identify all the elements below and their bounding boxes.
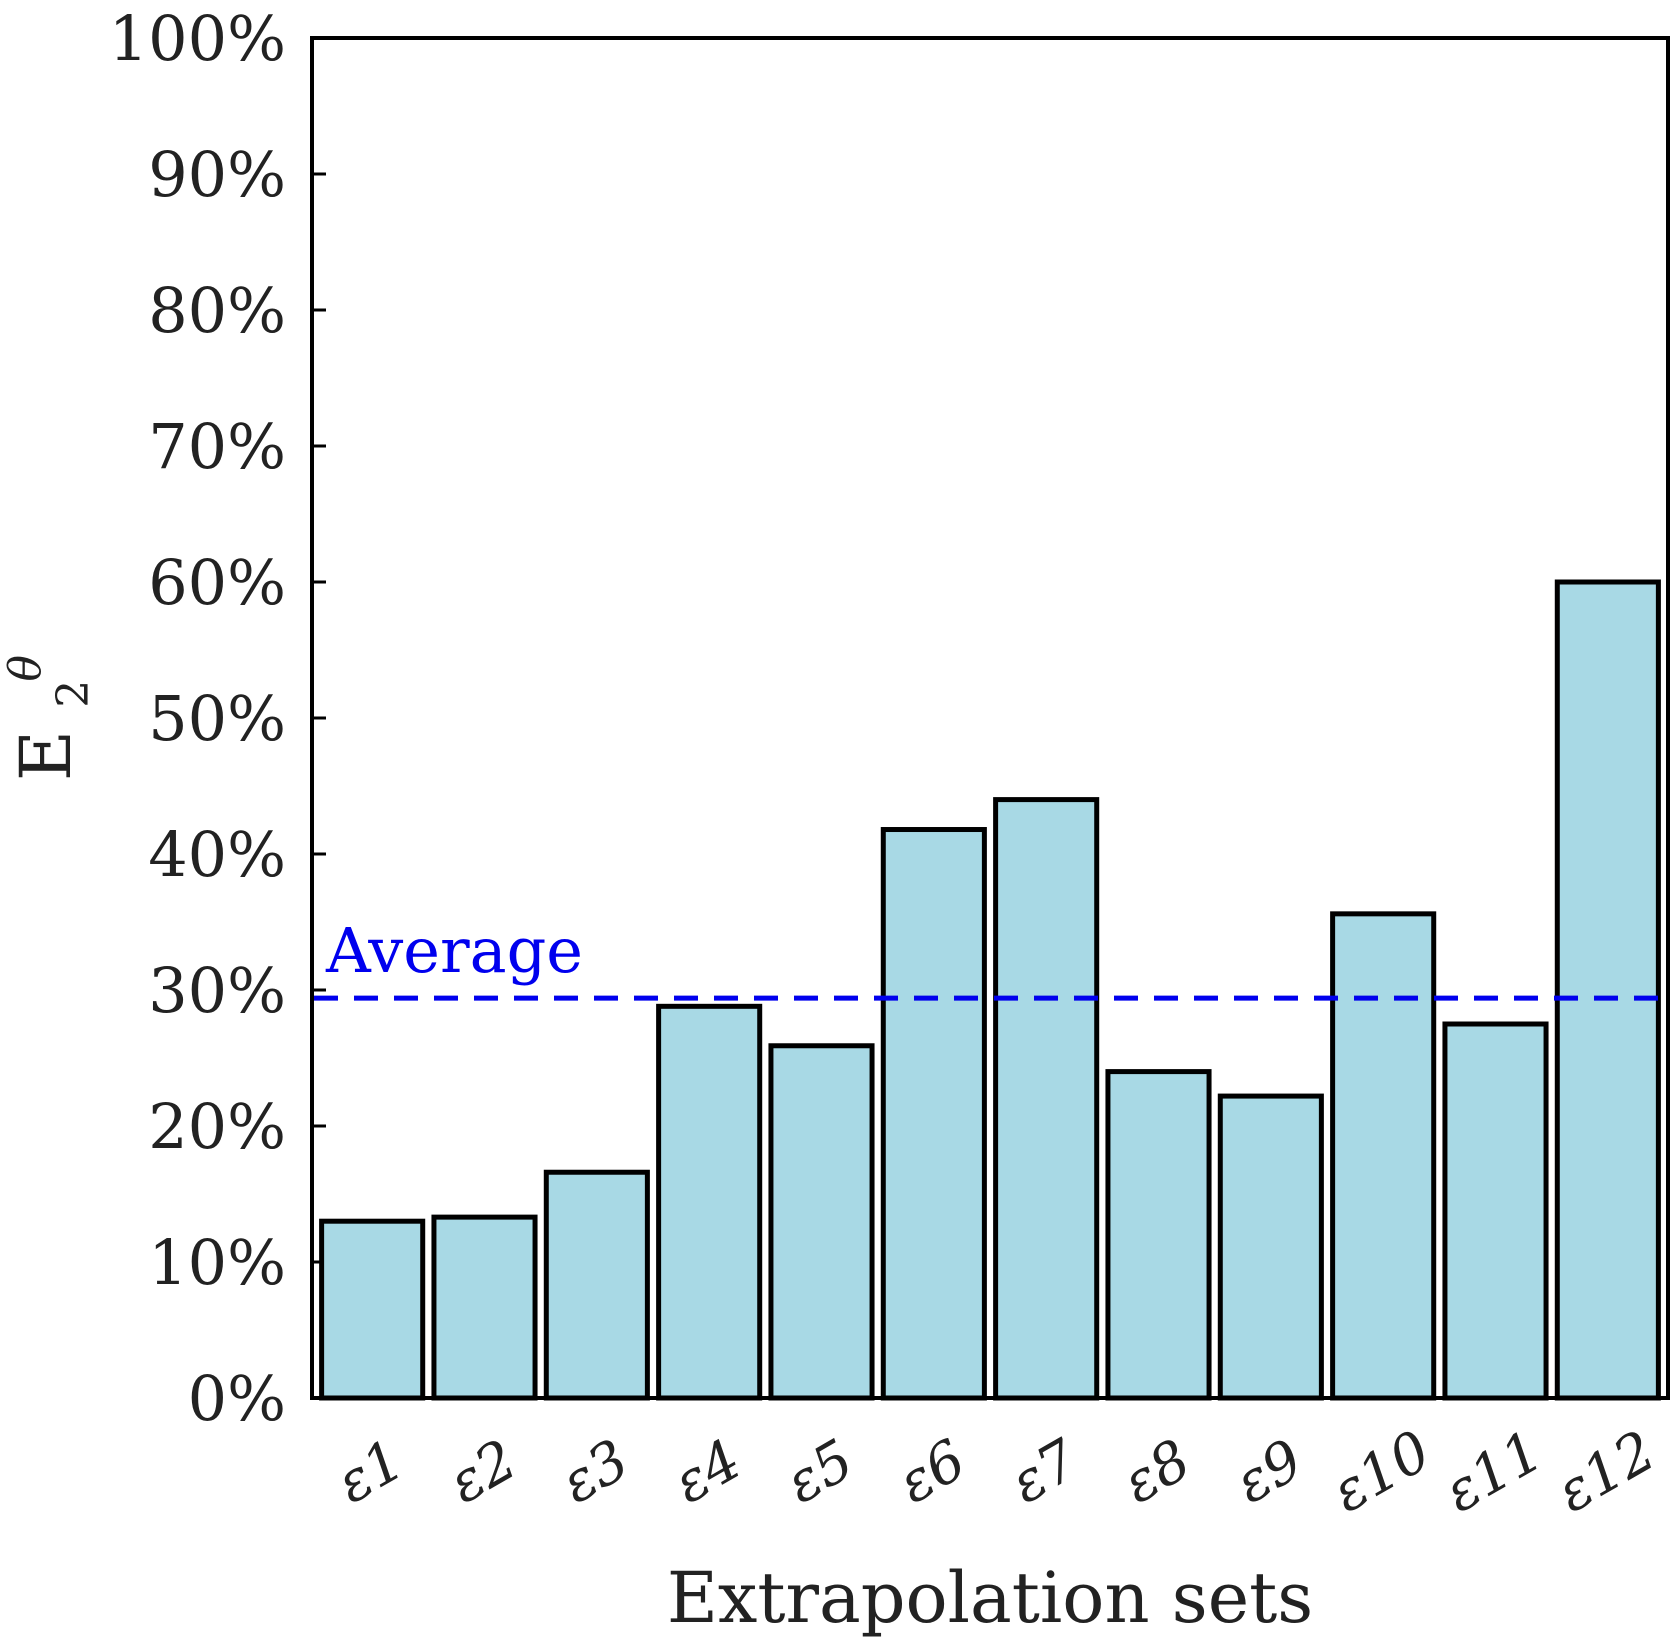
x-tick-label: ε12	[1546, 1418, 1666, 1525]
bar	[1442, 1021, 1549, 1401]
x-axis-title: Extrapolation sets	[667, 1557, 1313, 1639]
bar	[1330, 911, 1437, 1401]
y-tick-label: 90%	[148, 138, 286, 211]
x-tick-label: ε11	[1434, 1418, 1554, 1525]
x-tick-label: ε9	[1224, 1427, 1313, 1516]
x-tick-label: ε3	[550, 1427, 639, 1516]
bar	[656, 1003, 763, 1401]
x-tick-label: ε6	[887, 1427, 976, 1516]
bar	[993, 797, 1100, 1401]
y-axis-title-main: E	[5, 730, 87, 781]
x-tick-label: ε1	[326, 1427, 415, 1516]
x-tick-label: ε5	[775, 1427, 864, 1516]
average-line-group: Average	[314, 914, 1666, 1001]
bar	[1554, 579, 1661, 1401]
plot-frame	[310, 36, 1670, 1400]
y-tick-label: 30%	[148, 954, 286, 1027]
bar	[543, 1169, 650, 1401]
y-tick-label: 50%	[148, 682, 286, 755]
y-tick-label: 20%	[148, 1090, 286, 1163]
y-tick-label: 40%	[148, 818, 286, 891]
x-tick-label: ε8	[1112, 1427, 1201, 1516]
y-tick-label: 80%	[148, 274, 286, 347]
y-tick-label: 10%	[148, 1226, 286, 1299]
bar	[1105, 1069, 1212, 1401]
bars	[319, 579, 1661, 1401]
y-axis-title-subscript: 2	[48, 680, 99, 708]
bar	[1217, 1093, 1324, 1401]
y-tick-label: 100%	[109, 2, 286, 75]
y-axis-title-superscript: θ	[0, 655, 51, 682]
x-tick-label: ε2	[438, 1427, 527, 1516]
bar	[768, 1043, 875, 1401]
bar	[431, 1214, 538, 1401]
x-tick-label: ε7	[1000, 1427, 1090, 1516]
average-label: Average	[325, 914, 583, 987]
y-tick-label: 70%	[148, 410, 286, 483]
y-tick-label: 60%	[148, 546, 286, 619]
bar	[880, 827, 987, 1401]
x-tick-label: ε4	[663, 1427, 752, 1516]
x-tick-label: ε10	[1321, 1418, 1441, 1525]
y-axis-title: E 2 θ	[0, 655, 105, 781]
y-tick-label: 0%	[188, 1362, 286, 1435]
y-axis-ticks: 0% 10% 20% 30% 40% 50% 60% 70% 80% 90% 100%	[109, 2, 326, 1435]
bar	[319, 1218, 426, 1401]
